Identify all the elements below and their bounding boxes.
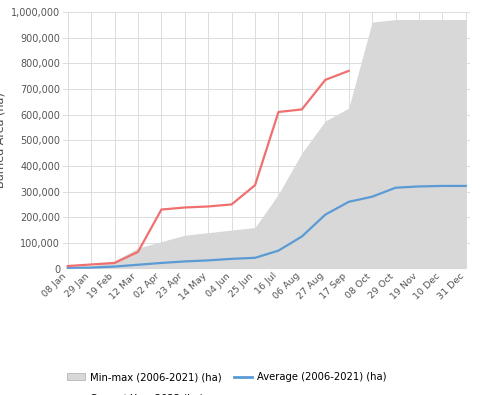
- Y-axis label: Burned Area (ha): Burned Area (ha): [0, 92, 6, 188]
- Legend: Current Year 2022 (ha): Current Year 2022 (ha): [63, 390, 207, 395]
- Legend: Min-max (2006-2021) (ha), Average (2006-2021) (ha): Min-max (2006-2021) (ha), Average (2006-…: [63, 368, 390, 386]
